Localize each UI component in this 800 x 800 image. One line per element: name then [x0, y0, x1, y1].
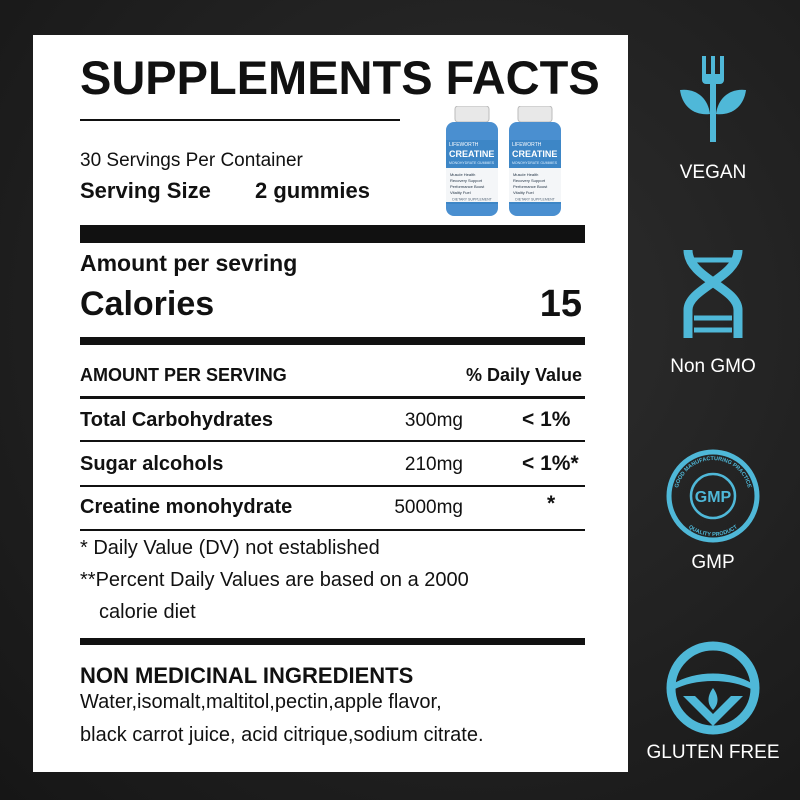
nutrient-name: Creatine monohydrate: [80, 496, 293, 518]
svg-text:LIFEWORTH: LIFEWORTH: [512, 142, 542, 148]
svg-text:Muscle Health: Muscle Health: [513, 172, 538, 177]
amount-per-serving: Amount per sevring: [80, 250, 298, 276]
ingredients-text: black carrot juice, acid citrique,sodium…: [80, 724, 484, 746]
nutrient-dv: *: [547, 492, 556, 515]
table-header-amount: AMOUNT PER SERVING: [80, 365, 287, 385]
nutrient-name: Total Carbohydrates: [80, 409, 273, 431]
footnote: * Daily Value (DV) not established: [80, 537, 380, 559]
dna-icon: [683, 249, 743, 338]
serving-size-value: 2 gummies: [255, 178, 370, 203]
divider: [80, 337, 585, 345]
svg-text:CREATINE: CREATINE: [449, 149, 494, 159]
badge-label-non-gmo: Non GMO: [670, 356, 756, 377]
svg-text:Performance Boost: Performance Boost: [513, 184, 548, 189]
plant-fork-icon: [680, 56, 746, 142]
svg-text:LIFEWORTH: LIFEWORTH: [449, 142, 479, 148]
nutrient-name: Sugar alcohols: [80, 453, 224, 475]
svg-text:Recovery Support: Recovery Support: [450, 178, 483, 183]
badge-label-gluten-free: GLUTEN FREE: [646, 742, 780, 763]
nutrient-dv: < 1%: [522, 408, 571, 431]
table-header-daily-value: % Daily Value: [465, 365, 582, 385]
svg-text:DIETARY SUPPLEMENT: DIETARY SUPPLEMENT: [452, 198, 492, 202]
svg-text:DIETARY SUPPLEMENT: DIETARY SUPPLEMENT: [515, 198, 555, 202]
divider: [80, 638, 585, 645]
servings-per-container: 30 Servings Per Container: [80, 150, 303, 171]
svg-text:Recovery Support: Recovery Support: [513, 178, 546, 183]
calories-value: 15: [539, 283, 582, 325]
svg-text:CREATINE: CREATINE: [512, 149, 557, 159]
nutrient-dv: < 1%*: [522, 452, 579, 475]
serving-size-label: Serving Size: [80, 178, 211, 203]
badge-label-vegan: VEGAN: [679, 162, 747, 183]
product-bottle-image: LIFEWORTH CREATINE MONOHYDRATE GUMMIES M…: [509, 106, 561, 216]
footnote: calorie diet: [99, 601, 196, 623]
svg-text:Vitality Fuel: Vitality Fuel: [513, 190, 534, 195]
divider: [80, 440, 585, 442]
nutrient-amount: 300mg: [404, 410, 463, 431]
svg-text:Muscle Health: Muscle Health: [450, 172, 475, 177]
nutrient-amount: 5000mg: [394, 497, 463, 518]
nutrient-amount: 210mg: [404, 454, 463, 475]
product-bottle-image: LIFEWORTH CREATINE MONOHYDRATE GUMMIES M…: [446, 106, 498, 216]
svg-text:Performance Boost: Performance Boost: [450, 184, 485, 189]
svg-text:GMP: GMP: [695, 489, 732, 506]
footnote: **Percent Daily Values are based on a 20…: [80, 569, 469, 591]
divider: [80, 485, 585, 487]
ingredients-title: NON MEDICINAL INGREDIENTS: [80, 663, 414, 688]
divider: [80, 396, 585, 399]
svg-text:MONOHYDRATE GUMMIES: MONOHYDRATE GUMMIES: [512, 161, 558, 165]
badge-label-gmp: GMP: [691, 552, 735, 573]
gmp-seal-icon: GMP GOOD MANUFACTURING PRACTICE QUALITY …: [666, 449, 760, 543]
gluten-free-icon: [666, 641, 760, 735]
svg-text:Vitality Fuel: Vitality Fuel: [450, 190, 471, 195]
divider: [80, 119, 400, 121]
page-title: SUPPLEMENTS FACTS: [80, 51, 600, 104]
calories-label: Calories: [80, 285, 215, 323]
divider: [80, 529, 585, 531]
svg-text:MONOHYDRATE GUMMIES: MONOHYDRATE GUMMIES: [449, 161, 495, 165]
ingredients-text: Water,isomalt,maltitol,pectin,apple flav…: [80, 691, 442, 713]
thick-divider: [80, 225, 585, 243]
